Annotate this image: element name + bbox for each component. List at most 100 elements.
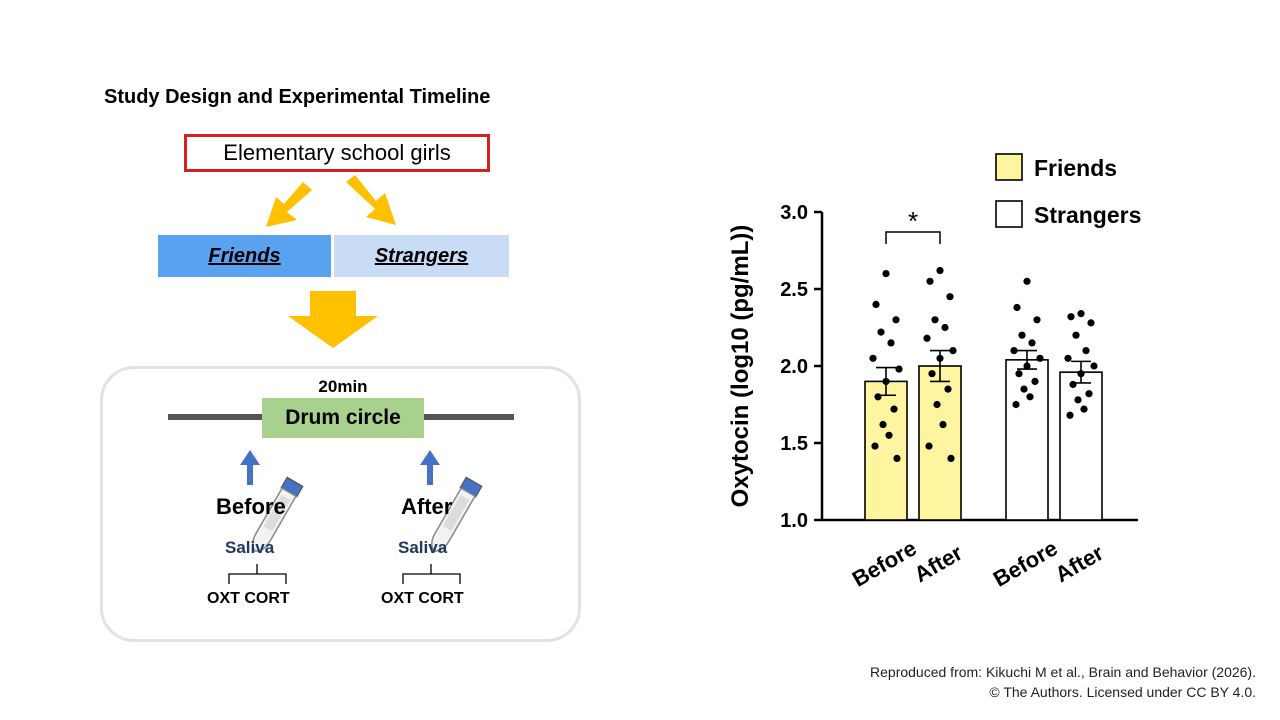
data-point	[1013, 303, 1021, 312]
after-assay-bracket	[402, 564, 461, 584]
data-point	[1080, 405, 1088, 413]
flow-arrows	[266, 175, 396, 348]
data-point	[933, 400, 941, 409]
source-note: Reproduced from: Kikuchi M et al., Brain…	[870, 662, 1256, 702]
source-note-line2: © The Authors. Licensed under CC BY 4.0.	[989, 684, 1256, 700]
data-point	[1085, 390, 1093, 398]
data-point	[874, 393, 882, 401]
data-point	[939, 420, 947, 429]
data-point	[941, 323, 949, 332]
bar	[864, 380, 908, 521]
bar	[1059, 371, 1103, 521]
oxytocin-chart: 1.0 1.5 2.0 2.5 3.0 Oxytocin (log10 (pg/mL)) B…	[727, 153, 1141, 592]
category-label: Before	[848, 535, 921, 591]
legend-label: Friends	[1034, 155, 1117, 181]
bar	[1005, 359, 1049, 521]
y-tick-label: 2.0	[780, 356, 808, 378]
population-label: Elementary school girls	[223, 140, 451, 165]
data-point	[1077, 370, 1085, 378]
data-point	[1020, 385, 1028, 393]
y-tick-label: 1.0	[780, 510, 808, 532]
arrow-to-strangers-icon	[346, 175, 396, 225]
data-point	[1033, 316, 1041, 324]
data-point	[890, 405, 898, 413]
data-point	[1087, 319, 1095, 327]
after-assays: OXT CORT	[381, 590, 464, 608]
y-axis-label: Oxytocin (log10 (pg/mL))	[727, 225, 754, 508]
data-point	[1074, 396, 1082, 404]
data-point	[931, 316, 939, 324]
data-point	[869, 354, 877, 362]
y-tick-label: 3.0	[780, 202, 808, 224]
strangers-group-label: Strangers	[374, 244, 469, 267]
down-arrow-icon	[288, 291, 378, 348]
data-point	[1072, 331, 1080, 339]
bar	[918, 365, 962, 521]
design-title: Study Design and Experimental Timeline	[104, 86, 491, 108]
data-point	[1036, 354, 1044, 362]
friends-group-box: Friends	[158, 235, 331, 277]
data-point	[1010, 347, 1018, 355]
category-label: After	[910, 540, 967, 588]
data-point	[1023, 362, 1031, 370]
after-saliva-label: Saliva	[398, 538, 448, 557]
before-cort-label: CORT	[244, 590, 290, 607]
data-point	[1023, 277, 1031, 285]
category-label: Before	[989, 535, 1062, 591]
category-label: After	[1051, 540, 1108, 588]
data-point	[944, 385, 952, 393]
before-tube-icon	[252, 476, 304, 552]
before-saliva-label: Saliva	[225, 538, 275, 557]
after-tube-icon	[431, 476, 483, 552]
data-point	[1090, 362, 1098, 370]
significance-star: *	[908, 206, 918, 236]
data-point	[1064, 354, 1072, 362]
data-point	[879, 420, 887, 429]
drum-circle-label: Drum circle	[285, 406, 401, 429]
after-oxt-label: OXT	[381, 590, 414, 607]
after-label: After	[401, 494, 453, 519]
after-cort-label: CORT	[418, 590, 464, 607]
data-point	[1015, 370, 1023, 378]
data-point	[936, 354, 944, 362]
timeline-graphics	[168, 414, 514, 584]
legend-swatch	[995, 153, 1023, 181]
before-label: Before	[216, 494, 286, 519]
data-point	[885, 431, 893, 439]
after-sample-arrow-icon	[420, 450, 440, 485]
data-point	[923, 334, 931, 342]
data-point	[1028, 339, 1036, 347]
data-point	[1012, 400, 1020, 409]
y-tick-label: 1.5	[780, 433, 808, 455]
data-point	[895, 365, 903, 373]
data-point	[887, 339, 895, 347]
data-point	[936, 266, 944, 275]
legend-label: Strangers	[1034, 202, 1141, 228]
legend-swatch	[995, 200, 1023, 228]
data-point	[928, 370, 936, 378]
data-point	[882, 377, 890, 385]
data-point	[872, 300, 880, 308]
before-oxt-label: OXT	[207, 590, 240, 607]
y-tick-label: 2.5	[780, 279, 808, 301]
data-point	[926, 277, 934, 285]
data-point	[882, 270, 890, 278]
data-point	[1031, 377, 1039, 385]
before-assays: OXT CORT	[207, 590, 290, 608]
data-point	[892, 316, 900, 324]
data-point	[1066, 411, 1074, 419]
source-note-line1: Reproduced from: Kikuchi M et al., Brain…	[870, 664, 1256, 680]
data-point	[877, 328, 885, 336]
arrow-to-friends-icon	[266, 182, 312, 227]
data-point	[1026, 393, 1034, 401]
data-point	[1069, 380, 1077, 389]
before-assay-bracket	[228, 564, 287, 584]
population-box: Elementary school girls	[184, 134, 490, 172]
before-sample-arrow-icon	[240, 450, 260, 485]
data-point	[1077, 310, 1085, 318]
data-point	[947, 454, 955, 462]
data-point	[1082, 347, 1090, 355]
data-point	[871, 442, 879, 450]
data-point	[1067, 313, 1075, 321]
data-point	[1018, 331, 1026, 339]
